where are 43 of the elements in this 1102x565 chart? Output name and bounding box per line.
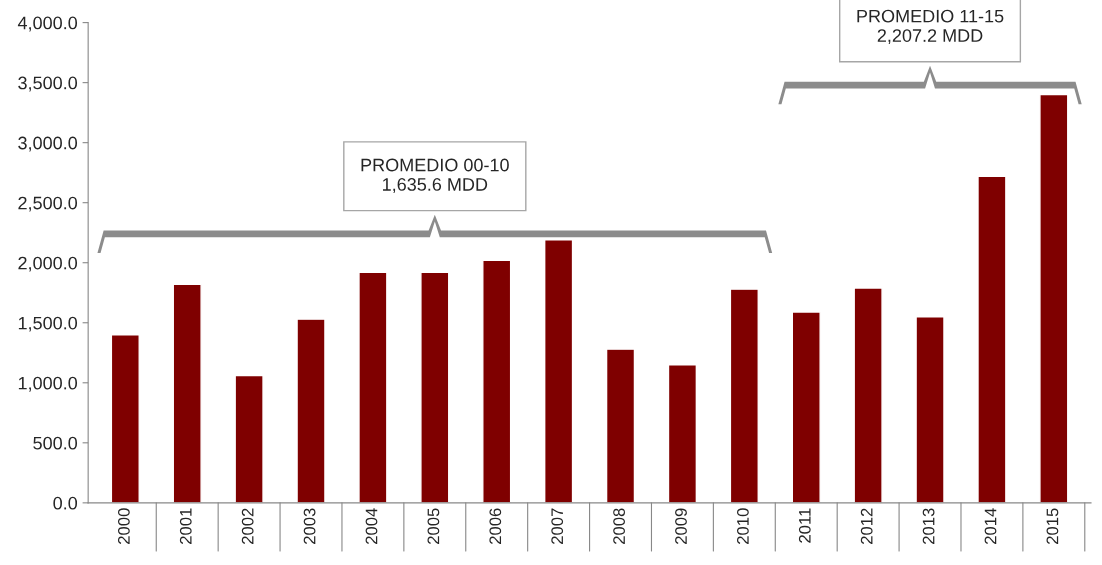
x-tick-label: 2004	[365, 508, 378, 544]
x-tick-label: 2005	[427, 508, 440, 544]
x-tick-label: 2010	[737, 508, 749, 544]
y-tick-label: 3,500.0	[18, 76, 78, 92]
y-tick-label: 500.0	[33, 436, 78, 450]
bar	[977, 175, 1007, 503]
bar	[234, 374, 264, 503]
x-tick-label: 2011	[798, 508, 811, 543]
bar	[791, 311, 821, 503]
bar	[605, 348, 636, 503]
y-tick-label: 2,000.0	[18, 256, 78, 272]
y-tick-label: 0.0	[53, 496, 78, 510]
x-tick-label: 2002	[241, 508, 254, 544]
bar	[296, 318, 326, 503]
bar	[110, 334, 140, 503]
x-tick-label: 2015	[1046, 508, 1059, 544]
bar	[915, 316, 945, 503]
bar	[729, 288, 759, 503]
x-tick-label: 2013	[922, 508, 935, 544]
bar	[172, 283, 202, 503]
x-tick-label: 2001	[179, 508, 192, 544]
y-tick-label: 2,500.0	[18, 196, 78, 212]
bar	[853, 287, 883, 503]
annotation: PROMEDIO 00-10 1,635.6 MDD	[361, 158, 509, 193]
x-tick-label: 2008	[613, 508, 625, 544]
x-tick-label: 2006	[489, 508, 502, 544]
x-tick-label: 2003	[303, 508, 316, 544]
bar	[482, 259, 512, 503]
bar	[667, 364, 698, 503]
bar	[420, 271, 450, 503]
x-tick-label: 2000	[117, 508, 130, 544]
x-tick-label: 2009	[675, 508, 687, 544]
bar	[543, 239, 574, 503]
y-tick-label: 1,500.0	[18, 316, 78, 332]
bar	[1039, 93, 1069, 503]
y-tick-label: 3,000.0	[18, 136, 78, 152]
bar	[358, 271, 388, 503]
x-tick-label: 2007	[551, 508, 564, 544]
y-tick-label: 1,000.0	[18, 376, 78, 392]
annotation: PROMEDIO 11-15 2,207.2 MDD	[857, 9, 1004, 45]
x-tick-label: 2012	[860, 508, 873, 544]
x-tick-label: 2014	[984, 508, 997, 544]
y-tick-label: 4,000.0	[17, 16, 78, 32]
